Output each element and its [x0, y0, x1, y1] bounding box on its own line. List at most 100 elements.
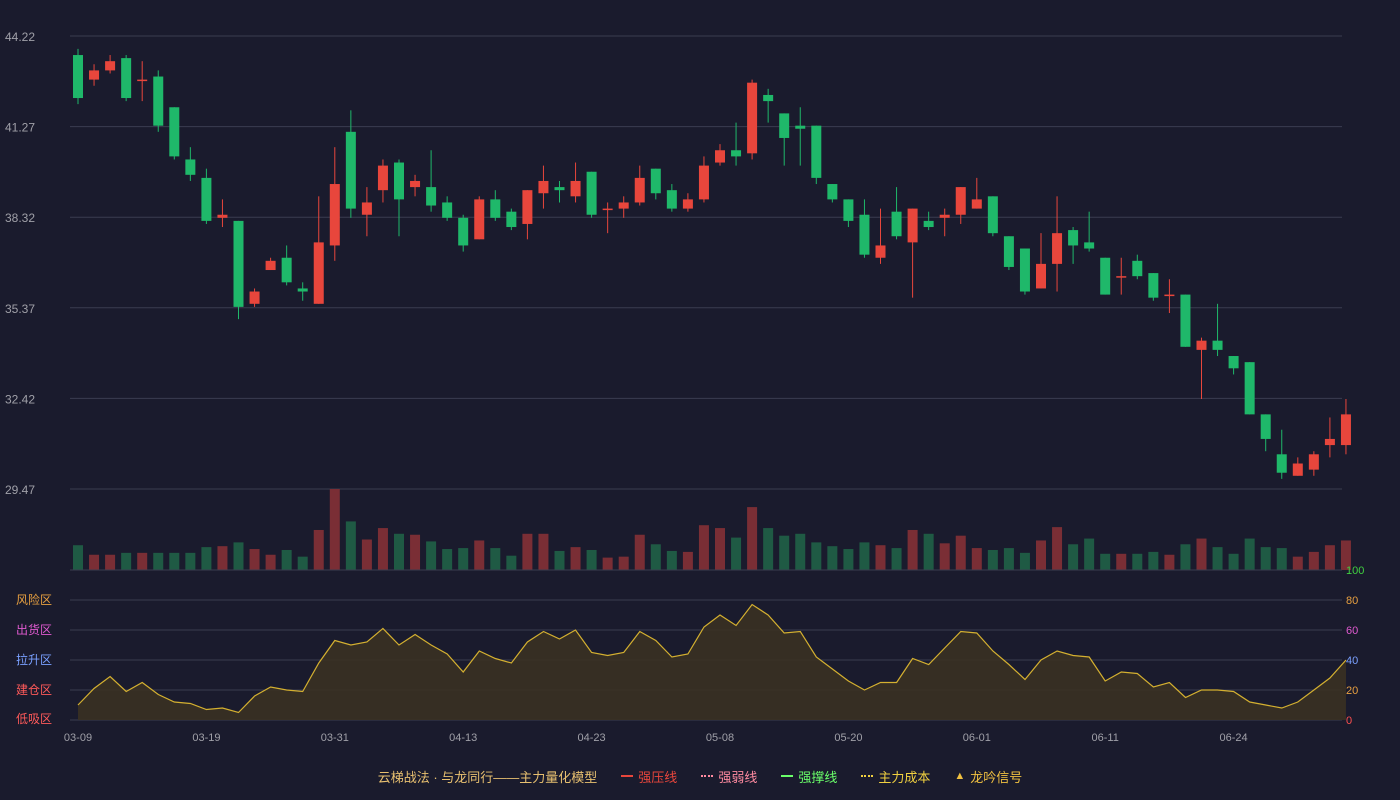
candle-body [217, 214, 228, 218]
volume-bar [586, 549, 597, 570]
volume-bar [89, 554, 100, 570]
candle-body [410, 180, 421, 188]
volume-bar [1276, 548, 1287, 570]
candle-body [811, 125, 822, 178]
oscillator-right-axis: 100 80 60 40 20 0 [1346, 565, 1364, 727]
volume-bar [538, 533, 549, 570]
price-tick-label: 44.22 [5, 30, 35, 44]
candle-body [618, 202, 629, 209]
volume-bar [682, 551, 693, 570]
candle-body [361, 202, 372, 215]
candle-body [859, 214, 870, 255]
volume-bar [1052, 527, 1063, 570]
volume-bar [811, 542, 822, 570]
candle-body [907, 208, 918, 243]
candle-body [1148, 273, 1159, 298]
candle-body [554, 187, 565, 191]
candle-body [1003, 236, 1014, 267]
volume-bar [217, 546, 228, 570]
volume-bar [1196, 538, 1207, 570]
volume-bar [522, 533, 533, 570]
candle-body [650, 168, 661, 194]
volume-bar [939, 543, 950, 570]
candle-body [1244, 362, 1255, 415]
volume-bar [361, 539, 372, 570]
volume-bar [1260, 547, 1271, 570]
volume-bar [907, 529, 918, 570]
candle-body [137, 79, 148, 82]
volume-bar [426, 541, 437, 570]
volume-bar [249, 549, 260, 570]
volume-bar [297, 556, 308, 570]
candle-body [233, 220, 244, 307]
candle-body [1132, 260, 1143, 277]
oscillator-tick-label: 100 [1346, 565, 1364, 577]
candlestick-series [73, 48, 1351, 479]
candle-body [538, 180, 549, 194]
candle-body [1164, 294, 1175, 297]
volume-bar [281, 549, 292, 570]
candle-body [634, 177, 645, 203]
candle-body [971, 199, 982, 209]
volume-bar [1228, 553, 1239, 570]
volume-bar [73, 545, 83, 570]
volume-bar [1003, 548, 1014, 570]
volume-bar [1019, 552, 1030, 570]
volume-bar [185, 552, 196, 570]
volume-bar [490, 548, 501, 570]
volume-bar [345, 521, 356, 570]
volume-bar [747, 507, 758, 570]
solid-line-swatch-icon [621, 775, 634, 777]
candle-body [1228, 356, 1239, 369]
dotted-line-swatch-icon [701, 775, 714, 777]
date-tick-label: 06-24 [1220, 732, 1248, 744]
candle-body [313, 242, 324, 304]
date-tick-label: 03-19 [192, 732, 220, 744]
volume-bar [1100, 553, 1111, 570]
volume-bar [1340, 540, 1351, 570]
candle-body [1260, 414, 1271, 439]
candle-body [169, 107, 180, 157]
candle-body [201, 177, 212, 221]
candle-body [715, 150, 725, 163]
candle-body [1340, 414, 1351, 446]
volume-bar [1308, 551, 1319, 570]
candle-body [586, 171, 597, 215]
volume-bar [1212, 547, 1223, 570]
price-tick-label: 29.47 [5, 483, 35, 497]
volume-bar [859, 542, 870, 570]
candle-body [1292, 463, 1303, 476]
candle-body [297, 288, 308, 292]
volume-bar [698, 525, 709, 570]
volume-bar [763, 528, 774, 570]
oscillator-line [77, 603, 1347, 714]
candle-body [987, 196, 998, 234]
volume-bar [474, 540, 485, 570]
candle-body [394, 162, 404, 200]
date-tick-label: 06-11 [1092, 732, 1119, 744]
volume-bar [827, 546, 838, 570]
candle-body [891, 211, 902, 237]
price-tick-label: 38.32 [5, 211, 35, 225]
date-tick-label: 05-08 [706, 732, 734, 744]
volume-bar [1116, 553, 1127, 570]
candle-body [442, 202, 453, 218]
legend-title: 云梯战法 · 与龙同行——主力量化模型 [377, 769, 598, 785]
volume-bar [1324, 545, 1335, 570]
legend-label: 主力成本 [878, 769, 931, 785]
candle-body [490, 199, 501, 218]
candle-body [105, 61, 116, 71]
candle-body [265, 260, 276, 271]
volume-bar [410, 534, 421, 570]
candle-body [89, 70, 100, 80]
volume-bar [377, 528, 388, 570]
candle-body [875, 245, 886, 258]
oscillator-area [78, 604, 1346, 720]
price-tick-label: 32.42 [5, 392, 35, 406]
candle-body [698, 165, 709, 200]
volume-bar [1164, 554, 1175, 570]
candle-body [1100, 257, 1111, 295]
candle-body [121, 58, 132, 99]
price-tick-label: 35.37 [5, 302, 35, 316]
